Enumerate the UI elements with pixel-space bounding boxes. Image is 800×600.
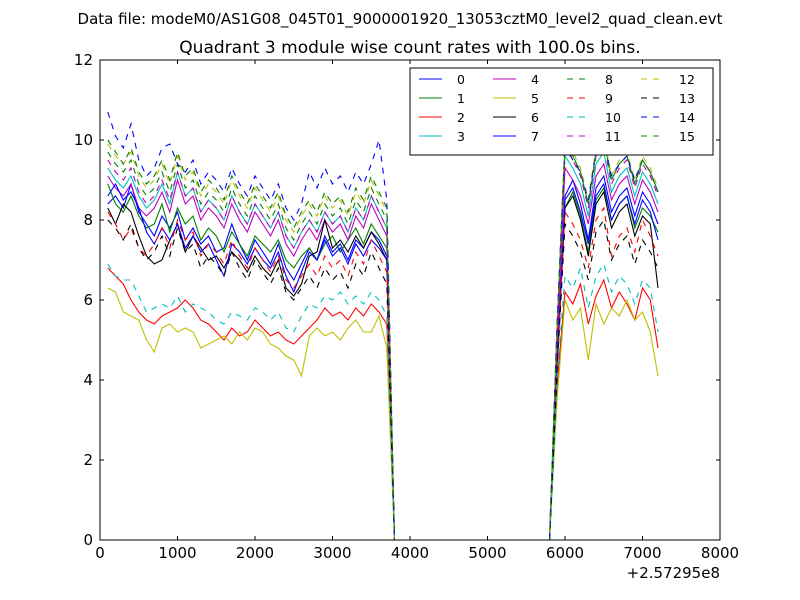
y-tick-label: 4 xyxy=(83,371,93,389)
x-tick-label: 8000 xyxy=(701,544,739,562)
x-tick-label: 1000 xyxy=(158,544,196,562)
series-line-14 xyxy=(107,111,659,540)
series-line-12 xyxy=(107,134,659,540)
series-line-8 xyxy=(107,138,659,540)
y-tick-label: 8 xyxy=(83,211,93,229)
legend-label-9: 9 xyxy=(605,91,613,106)
series-line-2 xyxy=(107,267,659,540)
axes-layer: 0 1000 2000 3000 4000 5000 6000 7000 80000246810… xyxy=(74,51,739,562)
series-line-9 xyxy=(107,206,659,540)
legend-label-5: 5 xyxy=(531,91,539,106)
y-tick-label: 6 xyxy=(83,291,93,309)
legend-label-11: 11 xyxy=(605,129,621,144)
series-line-10 xyxy=(107,262,659,540)
x-tick-label: 0 xyxy=(95,544,105,562)
legend-label-15: 15 xyxy=(679,129,695,144)
figure-suptitle: Data file: modeM0/AS1G08_045T01_90000019… xyxy=(78,10,723,29)
y-tick-label: 0 xyxy=(83,531,93,549)
series-line-6 xyxy=(107,190,659,540)
chart-title: Quadrant 3 module wise count rates with … xyxy=(179,38,640,58)
y-tick-label: 12 xyxy=(74,51,93,69)
x-axis-offset-label: +2.57295e8 xyxy=(627,564,720,582)
series-layer xyxy=(107,111,659,540)
y-tick-label: 10 xyxy=(74,131,93,149)
legend-label-4: 4 xyxy=(531,72,539,87)
legend-label-3: 3 xyxy=(457,129,465,144)
legend-label-6: 6 xyxy=(531,110,539,125)
legend-label-14: 14 xyxy=(679,110,695,125)
legend-label-8: 8 xyxy=(605,72,613,87)
legend-label-10: 10 xyxy=(605,110,621,125)
x-tick-label: 6000 xyxy=(546,544,584,562)
legend-label-2: 2 xyxy=(457,110,465,125)
series-line-5 xyxy=(107,287,659,540)
legend-box xyxy=(409,67,714,156)
series-line-11 xyxy=(107,142,659,540)
x-tick-label: 3000 xyxy=(313,544,351,562)
x-tick-label: 5000 xyxy=(468,544,506,562)
legend-label-13: 13 xyxy=(679,91,695,106)
series-line-7 xyxy=(107,182,659,540)
legend-label-0: 0 xyxy=(457,72,465,87)
series-line-1 xyxy=(107,183,659,540)
x-tick-label: 2000 xyxy=(236,544,274,562)
legend-label-12: 12 xyxy=(679,72,695,87)
series-line-4 xyxy=(107,162,659,540)
x-tick-label: 7000 xyxy=(623,544,661,562)
series-line-0 xyxy=(107,174,659,540)
series-line-3 xyxy=(107,150,659,540)
series-line-13 xyxy=(107,218,659,540)
legend-label-7: 7 xyxy=(531,129,539,144)
legend-label-1: 1 xyxy=(457,91,465,106)
x-tick-label: 4000 xyxy=(391,544,429,562)
y-tick-label: 2 xyxy=(83,451,93,469)
